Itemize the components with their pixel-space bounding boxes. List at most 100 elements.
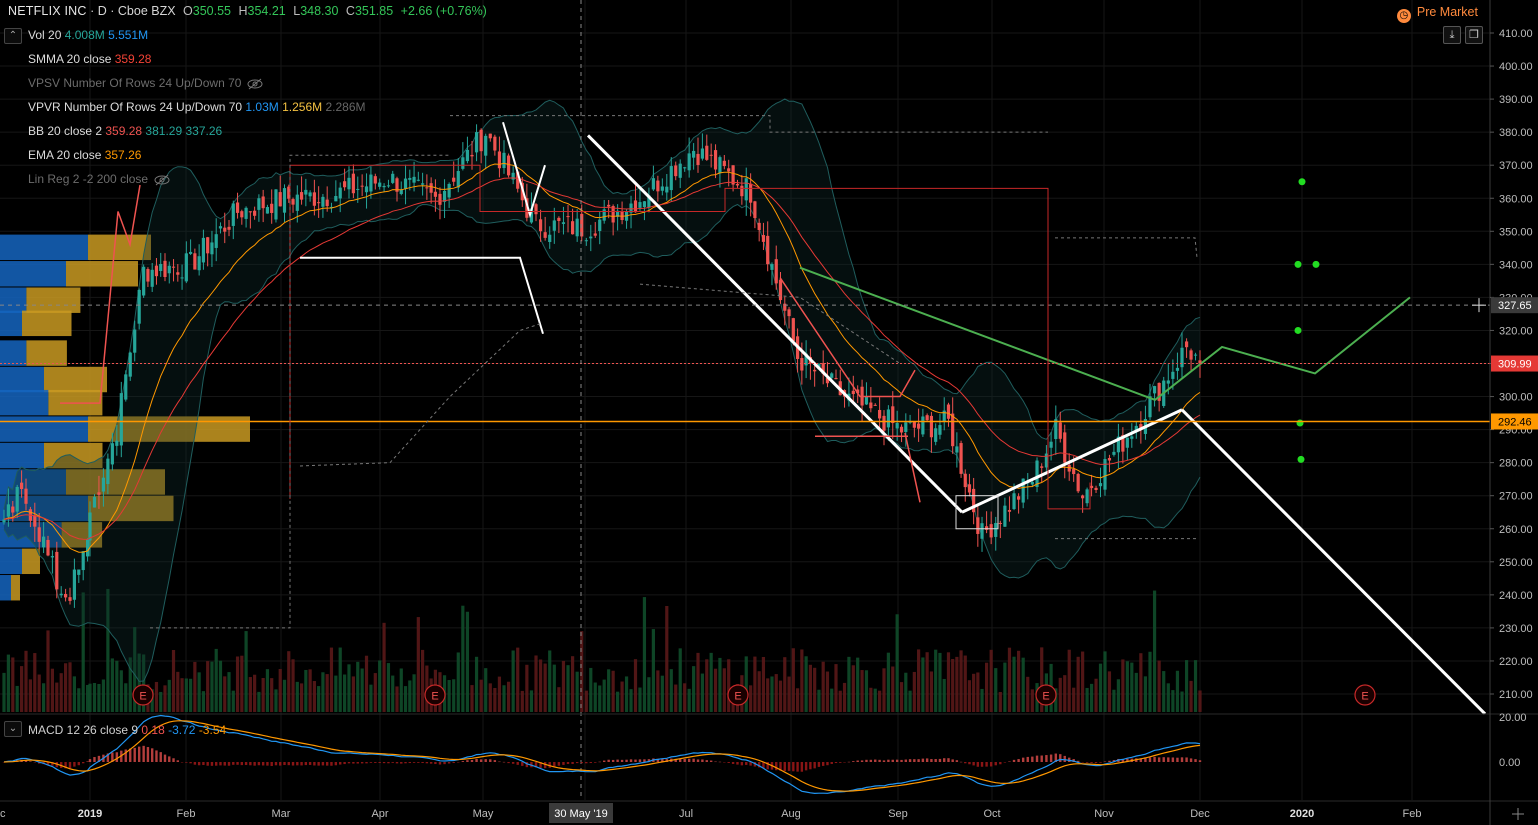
candle-body xyxy=(265,207,270,214)
candle-body xyxy=(882,415,886,431)
macd-histogram-bar xyxy=(709,760,713,762)
indicator-legend-2[interactable]: VPSV Number Of Rows 24 Up/Down 70 xyxy=(28,76,263,90)
candle-body xyxy=(864,396,869,405)
volume-bar xyxy=(325,674,329,712)
volume-bar xyxy=(1067,649,1071,712)
scroll-down-button[interactable]: ⤓ xyxy=(1443,26,1461,44)
macd-histogram-bar xyxy=(1162,757,1165,762)
macd-histogram-bar xyxy=(283,762,286,766)
pre-market-indicator[interactable]: ◷ Pre Market xyxy=(1396,5,1478,23)
macd-histogram-bar xyxy=(620,759,624,762)
candle xyxy=(395,176,399,202)
hidden-eye-icon[interactable] xyxy=(247,78,263,90)
volume-bar xyxy=(1072,687,1076,712)
volume-bar xyxy=(474,656,479,712)
candle-body xyxy=(412,176,416,183)
candle xyxy=(1035,457,1039,493)
candle xyxy=(261,189,265,223)
volume-bar xyxy=(847,656,851,712)
candle xyxy=(429,177,433,204)
macd-histogram-bar xyxy=(745,762,748,765)
macd-histogram-bar xyxy=(470,760,474,762)
candle xyxy=(548,226,552,249)
volume-bar xyxy=(570,656,575,712)
macd-histogram-bar xyxy=(1094,762,1098,764)
candle-body xyxy=(329,206,334,208)
macd-histogram-bar xyxy=(429,762,433,764)
macd-histogram-bar xyxy=(723,762,726,763)
price-badge-level: 292.46 xyxy=(1491,413,1538,430)
volume-bar xyxy=(795,688,800,712)
volume-bar xyxy=(1007,647,1012,712)
volume-bar xyxy=(299,683,304,712)
volume-bar xyxy=(1026,676,1030,712)
macd-histogram-bar xyxy=(387,762,390,764)
candle-body xyxy=(59,593,63,596)
macd-histogram-bar xyxy=(607,759,610,762)
candle xyxy=(575,209,579,242)
macd-histogram-bar xyxy=(253,762,256,766)
macd-legend[interactable]: MACD 12 26 close 9 0.18 -3.72 -3.54 xyxy=(28,723,226,737)
macd-histogram-bar xyxy=(736,762,739,765)
candle xyxy=(955,432,959,468)
indicator-value: 381.29 xyxy=(142,124,183,138)
candle xyxy=(656,175,660,202)
candle-body xyxy=(1085,489,1089,504)
volume-bar xyxy=(244,631,248,712)
indicator-legend-1[interactable]: SMMA 20 close 359.28 xyxy=(28,52,151,66)
hidden-eye-icon[interactable] xyxy=(154,174,170,186)
indicator-legend-3[interactable]: VPVR Number Of Rows 24 Up/Down 70 1.03M … xyxy=(28,100,366,114)
macd-histogram-bar xyxy=(878,759,881,762)
macd-histogram-bar xyxy=(404,762,407,764)
symbol-name[interactable]: NETFLIX INC xyxy=(8,4,87,18)
volume-profile-down-bar xyxy=(61,522,103,548)
candle-body xyxy=(800,358,804,371)
indicator-legend-6[interactable]: Lin Reg 2 -2 200 close xyxy=(28,172,170,186)
candle xyxy=(72,558,76,608)
collapse-macd-button[interactable]: ⌄ xyxy=(4,721,22,737)
candle-body xyxy=(1198,360,1202,364)
earnings-label: E xyxy=(1042,691,1049,703)
candle xyxy=(1007,496,1012,522)
volume-bar xyxy=(683,683,687,712)
indicator-legend-0[interactable]: Vol 20 4.008M 5.551M xyxy=(28,28,148,42)
candle-body xyxy=(727,168,731,172)
macd-tick-label: 0.00 xyxy=(1499,757,1520,769)
candle-body xyxy=(184,253,188,282)
candle-body xyxy=(338,187,342,199)
macd-histogram-bar xyxy=(382,762,386,764)
macd-histogram-bar xyxy=(553,762,556,767)
candle xyxy=(408,169,412,191)
macd-histogram-bar xyxy=(598,761,601,763)
volume-bar xyxy=(210,661,214,712)
maximize-button[interactable]: ❐ xyxy=(1465,26,1483,44)
macd-histogram-bar xyxy=(1180,757,1184,762)
candle xyxy=(886,405,890,441)
candle-body xyxy=(761,235,766,242)
volume-bar xyxy=(42,683,46,712)
time-tick-label: 2020 xyxy=(1290,808,1314,820)
macd-histogram-bar xyxy=(498,761,501,763)
candle xyxy=(731,165,735,192)
collapse-legend-button[interactable]: ⌃ xyxy=(4,28,22,44)
candle xyxy=(766,221,770,272)
macd-histogram-bar xyxy=(461,761,465,762)
candle xyxy=(543,216,547,241)
volume-bar xyxy=(800,649,804,712)
candle-body xyxy=(1076,473,1080,492)
indicator-legend-5[interactable]: EMA 20 close 357.26 xyxy=(28,148,141,162)
candle xyxy=(787,307,791,329)
candle xyxy=(821,350,825,385)
candle xyxy=(878,397,882,431)
interval[interactable]: D xyxy=(97,4,107,18)
candle-body xyxy=(731,165,735,185)
candle-body xyxy=(1072,468,1076,475)
candle xyxy=(150,262,154,292)
lin-reg-channel xyxy=(299,323,541,467)
volume-bar xyxy=(1012,656,1016,712)
indicator-legend-4[interactable]: BB 20 close 2 359.28 381.29 337.26 xyxy=(28,124,222,138)
change-value: +2.66 (+0.76%) xyxy=(400,4,487,18)
candle-body xyxy=(713,150,718,170)
candle xyxy=(722,155,726,170)
